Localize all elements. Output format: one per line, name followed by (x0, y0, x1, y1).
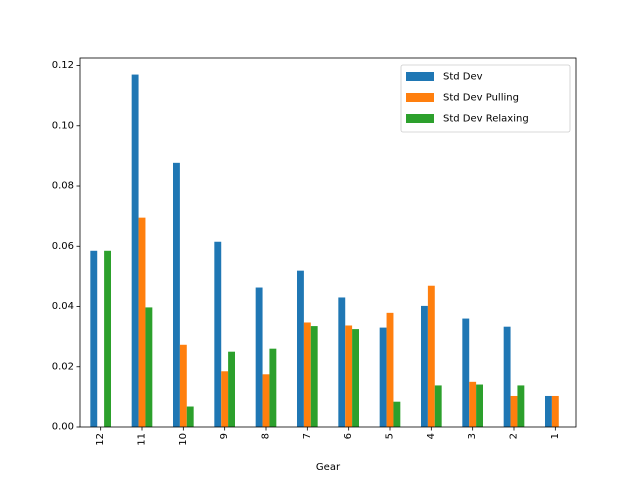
bars-group (90, 74, 559, 427)
bar-std-dev-relaxing-11 (145, 307, 153, 427)
x-tick-label: 11 (137, 433, 148, 446)
x-tick-label: 9 (219, 433, 230, 439)
bar-std-dev-11 (131, 74, 139, 427)
x-tick-label: 2 (509, 433, 520, 439)
x-tick-label: 1 (550, 433, 561, 439)
bar-std-dev-5 (379, 327, 387, 427)
legend-label-std-dev-relaxing: Std Dev Relaxing (443, 114, 529, 125)
legend-swatch-std-dev-pulling (406, 93, 434, 102)
bar-std-dev-3 (462, 318, 470, 427)
x-tick-label: 12 (95, 433, 106, 446)
bar-std-dev-pulling-2 (510, 395, 518, 427)
ticks-group: 12 11 10 9 8 7 6 5 4 3 2 1 0.00 0.02 0.04 0.06 0.08 0.10 0… (52, 60, 561, 446)
y-tick-label: 0.08 (52, 181, 74, 192)
bar-std-dev-8 (255, 287, 263, 427)
bar-std-dev-relaxing-7 (310, 326, 318, 427)
y-tick-label: 0.00 (52, 422, 74, 433)
bar-std-dev-6 (338, 297, 346, 427)
bar-std-dev-7 (297, 270, 304, 427)
x-tick-label: 8 (261, 433, 272, 439)
bar-std-dev-pulling-3 (469, 381, 477, 427)
plot-frame (79, 57, 577, 428)
x-tick-label: 6 (343, 433, 354, 439)
x-axis-label: Gear (316, 462, 341, 473)
bar-std-dev-1 (545, 395, 552, 427)
bar-std-dev-relaxing-5 (393, 401, 401, 427)
x-tick-label: 4 (426, 433, 437, 439)
legend-label-std-dev-pulling: Std Dev Pulling (443, 93, 519, 104)
y-tick-label: 0.12 (52, 60, 74, 71)
bar-std-dev-relaxing-2 (517, 385, 525, 427)
bar-std-dev-relaxing-4 (434, 385, 442, 427)
x-tick-label: 5 (385, 433, 396, 439)
legend-frame (400, 64, 571, 133)
bar-std-dev-10 (173, 162, 180, 427)
bar-std-dev-pulling-5 (386, 312, 394, 427)
x-tick-label: 7 (302, 433, 313, 439)
legend-label-std-dev: Std Dev (443, 72, 483, 83)
bar-std-dev-4 (421, 305, 428, 427)
y-tick-label: 0.02 (52, 361, 74, 372)
y-tick-label: 0.04 (52, 301, 74, 312)
y-tick-label: 0.10 (52, 120, 74, 131)
x-tick-label: 3 (467, 433, 478, 439)
bar-std-dev-pulling-7 (303, 322, 311, 427)
bar-std-dev-relaxing-12 (104, 250, 111, 427)
bar-std-dev-pulling-4 (427, 285, 435, 427)
x-tick-label: 10 (178, 433, 189, 446)
bar-std-dev-relaxing-10 (186, 406, 194, 427)
bar-std-dev-pulling-8 (262, 374, 270, 427)
bar-std-dev-pulling-9 (221, 371, 229, 427)
bar-std-dev-9 (214, 241, 222, 427)
legend-swatch-std-dev (406, 72, 434, 81)
legend-swatch-std-dev-relaxing (406, 114, 434, 123)
bar-std-dev-2 (503, 326, 511, 427)
bar-std-dev-pulling-6 (345, 325, 353, 427)
bar-std-dev-relaxing-8 (269, 348, 277, 427)
bar-std-dev-12 (90, 250, 98, 427)
legend: Std Dev Std Dev Pulling Std Dev Relaxing (400, 64, 571, 133)
y-tick-label: 0.06 (52, 241, 74, 252)
bar-std-dev-relaxing-3 (476, 384, 483, 427)
bar-std-dev-relaxing-6 (352, 329, 359, 427)
bar-std-dev-pulling-1 (551, 395, 559, 427)
bar-std-dev-pulling-11 (138, 217, 146, 427)
bar-std-dev-pulling-10 (179, 344, 187, 427)
bar-std-dev-relaxing-9 (228, 351, 235, 427)
